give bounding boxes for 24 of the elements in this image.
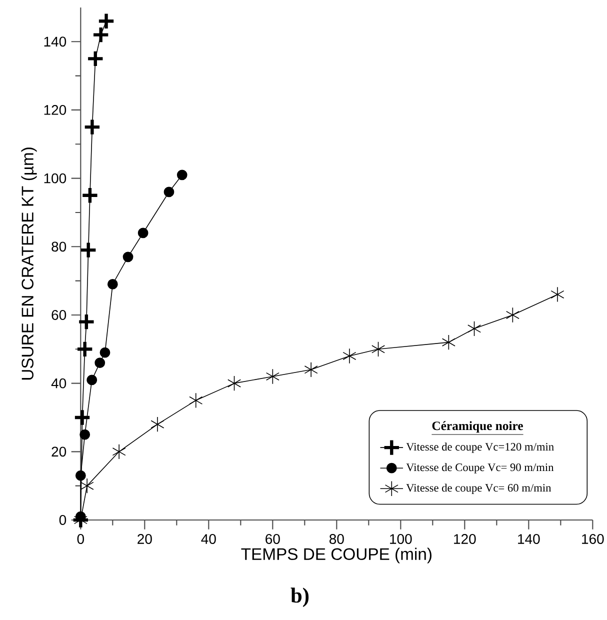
legend-title: Céramique noire [432,421,523,433]
y-tick-label: 140 [44,36,66,47]
x-tick-label: 40 [201,534,216,544]
x-tick-label: 160 [582,534,604,544]
y-tick-label: 20 [52,446,66,457]
x-tick-label: 20 [138,534,152,544]
x-tick-label: 100 [390,534,412,544]
text: b) [290,588,309,607]
x-tick-label: 80 [329,534,344,544]
y-tick-label: 60 [52,310,66,320]
legend-label: Vitesse de coupe Vc=120 m/min [406,442,554,453]
y-axis-title: USURE EN CRATERE KT (µm) [21,148,37,380]
x-tick-label: 60 [266,534,280,544]
legend-label: Vitesse de Coupe Vc= 90 m/min [406,463,554,474]
y-tick-label: 80 [52,242,66,252]
y-tick-label: 40 [51,378,66,388]
legend-label: Vitesse de coupe Vc= 60 m/min [406,484,552,494]
x-axis-title: TEMPS DE COUPE (min) [241,548,432,564]
y-tick-label: 0 [59,515,66,525]
x-tick-label: 140 [518,534,540,544]
x-tick-label: 0 [77,534,84,544]
x-tick-label: 120 [454,534,476,544]
y-tick-label: 120 [44,105,66,115]
y-tick-label: 100 [44,173,66,184]
